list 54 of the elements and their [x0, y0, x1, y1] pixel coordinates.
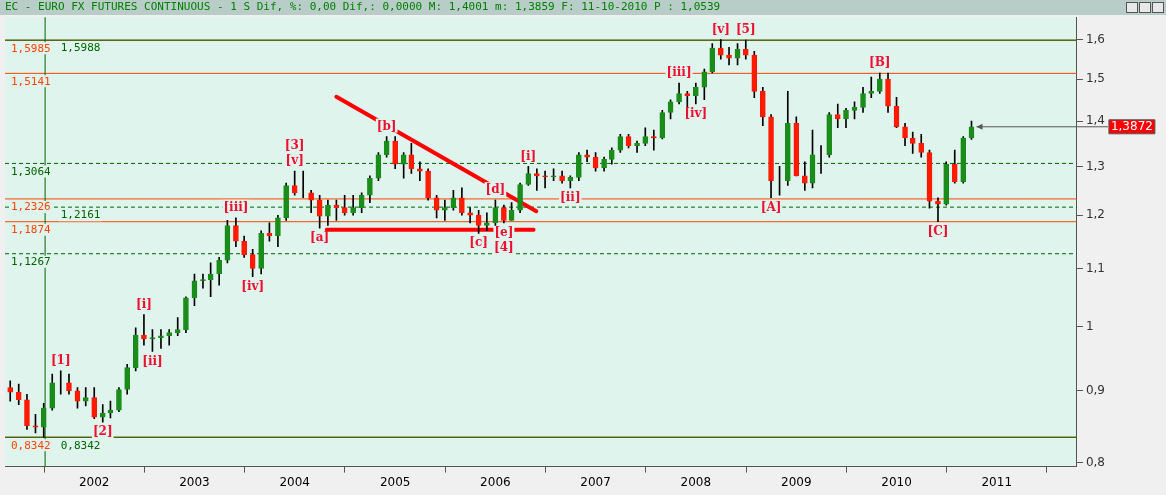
ref-line-label: 0,8342	[60, 438, 101, 452]
annotation: [iii]	[223, 199, 249, 214]
ref-line-label: 0,8342	[11, 438, 51, 452]
y-tick-label: 1,2	[1085, 207, 1106, 222]
annotation: [5]	[735, 22, 756, 37]
annotation: [1]	[50, 352, 71, 367]
annotation: [C]	[927, 223, 949, 238]
annotation: [ii]	[560, 190, 581, 205]
x-tick-label: 2004	[279, 474, 310, 489]
x-tick-label: 2003	[179, 474, 210, 489]
annotation: [a]	[310, 230, 330, 245]
x-tick-label: 2007	[580, 474, 611, 489]
y-tick-label: 1,1	[1085, 260, 1106, 275]
ref-line-label: 1,5985	[11, 41, 51, 55]
x-tick-label: 2008	[680, 474, 712, 489]
annotation: [i]	[520, 148, 537, 163]
y-tick-label: 1,3	[1085, 158, 1106, 173]
ref-line-label: 1,5141	[11, 74, 51, 88]
annotation: [4]	[494, 240, 514, 255]
annotation: [b]	[376, 118, 397, 133]
annotation: [2]	[92, 424, 113, 439]
y-tick-label: 0,9	[1085, 383, 1106, 397]
annotation: [ii]	[142, 353, 163, 368]
ref-line-label: 1,1267	[11, 255, 51, 269]
x-tick-label: 2010	[881, 474, 912, 489]
y-tick-label: 1,6	[1085, 31, 1106, 46]
x-tick-label: 2009	[781, 474, 812, 489]
annotation: [3]	[284, 138, 305, 153]
ref-line-label: 1,2326	[11, 200, 51, 214]
annotation: [i]	[135, 296, 152, 311]
annotation: [v]	[711, 21, 730, 36]
y-tick-label: 1,4	[1085, 113, 1106, 128]
x-tick-label: 2011	[981, 474, 1013, 489]
ref-line-label: 1,3064	[11, 164, 52, 178]
x-tick-label: 2005	[379, 474, 411, 489]
annotation: [e]	[494, 225, 514, 240]
y-tick-label: 1	[1085, 318, 1094, 333]
annotation: [v]	[285, 153, 304, 168]
ref-line-label: 1,2161	[60, 208, 101, 222]
annotation: [B]	[869, 55, 891, 70]
x-tick-label: 2006	[480, 474, 511, 489]
annotation: [iv]	[684, 106, 708, 121]
y-tick-label: 1,5	[1085, 71, 1106, 86]
annotation: [iii]	[666, 65, 692, 80]
y-tick-label: 0,8	[1085, 454, 1106, 469]
x-tick-label: 2002	[78, 474, 110, 489]
chart-title: EC - EURO FX FUTURES CONTINUOUS - 1 S Dif, %: 0,00 Dif,: 0,0000 M: 1,4001 m: 1,3859 F: 11-10-2010 P : 1,0539	[5, 0, 721, 14]
annotation: [A]	[760, 199, 782, 214]
annotation: [c]	[469, 235, 488, 250]
annotation: [iv]	[241, 278, 265, 293]
ref-line-label: 1,1874	[11, 223, 52, 237]
ref-line-label: 1,5988	[60, 41, 101, 55]
annotation: 1,3872	[1110, 118, 1153, 133]
annotation: [d]	[485, 182, 506, 197]
